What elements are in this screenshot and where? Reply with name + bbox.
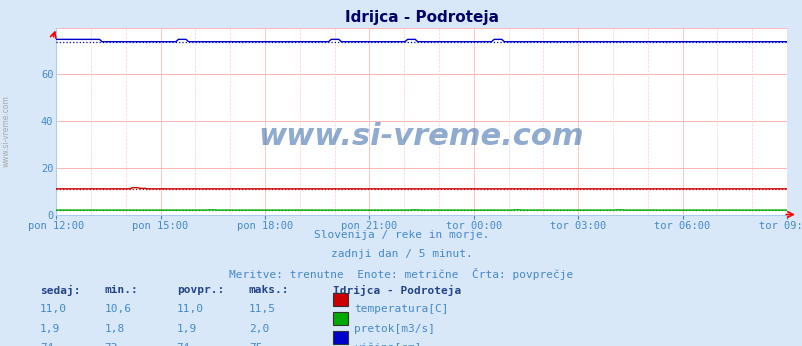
Text: sedaj:: sedaj: bbox=[40, 285, 80, 297]
Text: Idrijca - Podroteja: Idrijca - Podroteja bbox=[333, 285, 461, 297]
Text: 75: 75 bbox=[249, 343, 262, 346]
Text: www.si-vreme.com: www.si-vreme.com bbox=[258, 121, 584, 151]
Text: min.:: min.: bbox=[104, 285, 138, 295]
Text: 1,9: 1,9 bbox=[176, 324, 196, 334]
Text: 1,9: 1,9 bbox=[40, 324, 60, 334]
Text: 2,0: 2,0 bbox=[249, 324, 269, 334]
Title: Idrijca - Podroteja: Idrijca - Podroteja bbox=[344, 10, 498, 25]
Text: www.si-vreme.com: www.si-vreme.com bbox=[2, 95, 11, 167]
Text: višina[cm]: višina[cm] bbox=[354, 343, 421, 346]
Text: 11,0: 11,0 bbox=[176, 304, 204, 315]
Text: maks.:: maks.: bbox=[249, 285, 289, 295]
Text: 10,6: 10,6 bbox=[104, 304, 132, 315]
Text: povpr.:: povpr.: bbox=[176, 285, 224, 295]
Text: Slovenija / reke in morje.: Slovenija / reke in morje. bbox=[314, 230, 488, 240]
Text: 1,8: 1,8 bbox=[104, 324, 124, 334]
Text: temperatura[C]: temperatura[C] bbox=[354, 304, 448, 315]
Text: 11,0: 11,0 bbox=[40, 304, 67, 315]
Text: 74: 74 bbox=[40, 343, 54, 346]
Text: 73: 73 bbox=[104, 343, 118, 346]
Text: 11,5: 11,5 bbox=[249, 304, 276, 315]
Text: Meritve: trenutne  Enote: metrične  Črta: povprečje: Meritve: trenutne Enote: metrične Črta: … bbox=[229, 268, 573, 280]
Text: zadnji dan / 5 minut.: zadnji dan / 5 minut. bbox=[330, 249, 472, 259]
Text: 74: 74 bbox=[176, 343, 190, 346]
Text: pretok[m3/s]: pretok[m3/s] bbox=[354, 324, 435, 334]
